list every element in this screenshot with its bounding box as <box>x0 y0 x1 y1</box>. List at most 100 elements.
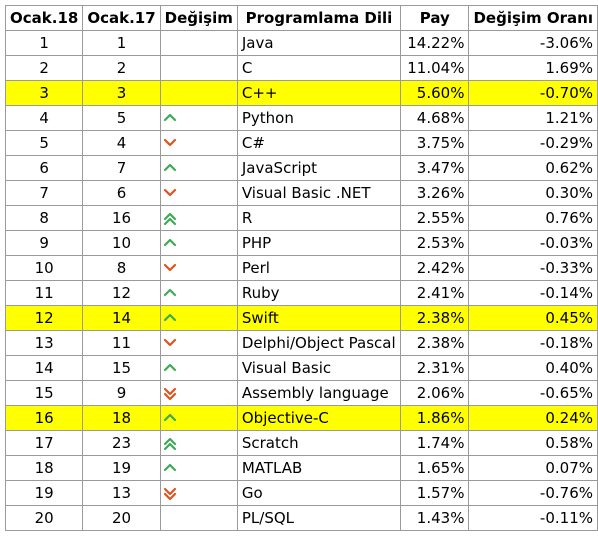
table-row: 6 7 JavaScript 3.47% 0.62% <box>4 155 598 181</box>
change-rate-cell: -0.65% <box>468 380 598 406</box>
change-cell <box>159 30 238 56</box>
rank-jan17-cell: 14 <box>82 305 161 331</box>
rank-jan18-cell: 11 <box>4 280 84 306</box>
table-row: 10 8 Perl 2.42% -0.33% <box>4 255 598 281</box>
table-row: 5 4 C# 3.75% -0.29% <box>4 130 598 156</box>
double-down-icon <box>163 487 177 501</box>
change-cell <box>159 330 238 356</box>
rank-jan18-cell: 1 <box>4 30 84 56</box>
rank-jan17-cell: 12 <box>82 280 161 306</box>
table-row: 17 23 Scratch 1.74% 0.58% <box>4 430 598 456</box>
language-cell: JavaScript <box>236 155 402 181</box>
language-ranking-table: Ocak.18 Ocak.17 Değişim Programlama Dili… <box>4 5 598 531</box>
language-cell: Ruby <box>236 280 402 306</box>
change-rate-cell: -0.14% <box>468 280 598 306</box>
double-down-icon <box>163 387 177 401</box>
change-cell <box>159 105 238 131</box>
change-rate-cell: 0.58% <box>468 430 598 456</box>
change-cell <box>159 255 238 281</box>
table-row: 9 10 PHP 2.53% -0.03% <box>4 230 598 256</box>
rank-jan17-cell: 15 <box>82 355 161 381</box>
change-cell <box>159 280 238 306</box>
change-rate-cell: -0.03% <box>468 230 598 256</box>
header-share: Pay <box>400 5 470 31</box>
rank-jan18-cell: 5 <box>4 130 84 156</box>
rank-jan17-cell: 8 <box>82 255 161 281</box>
share-cell: 2.41% <box>400 280 470 306</box>
rank-jan18-cell: 19 <box>4 480 84 506</box>
share-cell: 3.75% <box>400 130 470 156</box>
rank-jan17-cell: 16 <box>82 205 161 231</box>
language-cell: Delphi/Object Pascal <box>236 330 402 356</box>
change-rate-cell: -0.29% <box>468 130 598 156</box>
language-cell: Scratch <box>236 430 402 456</box>
rank-jan18-cell: 9 <box>4 230 84 256</box>
rank-jan18-cell: 7 <box>4 180 84 206</box>
share-cell: 1.74% <box>400 430 470 456</box>
header-jan17: Ocak.17 <box>82 5 161 31</box>
up-icon <box>163 462 177 476</box>
down-icon <box>163 262 177 276</box>
language-cell: Swift <box>236 305 402 331</box>
table-row: 2 2 C 11.04% 1.69% <box>4 55 598 81</box>
rank-jan17-cell: 1 <box>82 30 161 56</box>
share-cell: 2.06% <box>400 380 470 406</box>
table-row: 1 1 Java 14.22% -3.06% <box>4 30 598 56</box>
change-rate-cell: -0.11% <box>468 505 598 531</box>
share-cell: 4.68% <box>400 105 470 131</box>
rank-jan18-cell: 15 <box>4 380 84 406</box>
language-cell: Java <box>236 30 402 56</box>
share-cell: 1.43% <box>400 505 470 531</box>
language-cell: Visual Basic <box>236 355 402 381</box>
rank-jan17-cell: 10 <box>82 230 161 256</box>
language-cell: Visual Basic .NET <box>236 180 402 206</box>
table-row: 15 9 Assembly language 2.06% -0.65% <box>4 380 598 406</box>
up-icon <box>163 162 177 176</box>
change-cell <box>159 230 238 256</box>
rank-jan17-cell: 6 <box>82 180 161 206</box>
rank-jan18-cell: 16 <box>4 405 84 431</box>
share-cell: 1.65% <box>400 455 470 481</box>
change-rate-cell: 0.40% <box>468 355 598 381</box>
change-rate-cell: 1.69% <box>468 55 598 81</box>
up-icon <box>163 312 177 326</box>
table-row: 7 6 Visual Basic .NET 3.26% 0.30% <box>4 180 598 206</box>
change-rate-cell: -3.06% <box>468 30 598 56</box>
double-up-icon <box>163 437 177 451</box>
share-cell: 5.60% <box>400 80 470 106</box>
change-cell <box>159 480 238 506</box>
rank-jan18-cell: 8 <box>4 205 84 231</box>
header-row: Ocak.18 Ocak.17 Değişim Programlama Dili… <box>4 5 598 31</box>
change-rate-cell: 0.24% <box>468 405 598 431</box>
change-rate-cell: -0.76% <box>468 480 598 506</box>
rank-jan17-cell: 9 <box>82 380 161 406</box>
change-rate-cell: 0.07% <box>468 455 598 481</box>
rank-jan17-cell: 4 <box>82 130 161 156</box>
rank-jan18-cell: 18 <box>4 455 84 481</box>
language-cell: MATLAB <box>236 455 402 481</box>
table-row: 14 15 Visual Basic 2.31% 0.40% <box>4 355 598 381</box>
share-cell: 2.38% <box>400 330 470 356</box>
rank-jan17-cell: 20 <box>82 505 161 531</box>
rank-jan17-cell: 18 <box>82 405 161 431</box>
language-cell: PL/SQL <box>236 505 402 531</box>
double-up-icon <box>163 212 177 226</box>
up-icon <box>163 287 177 301</box>
table-row: 13 11 Delphi/Object Pascal 2.38% -0.18% <box>4 330 598 356</box>
share-cell: 2.55% <box>400 205 470 231</box>
change-cell <box>159 80 238 106</box>
down-icon <box>163 337 177 351</box>
ranking-table-container: Ocak.18 Ocak.17 Değişim Programlama Dili… <box>4 5 598 531</box>
language-cell: Go <box>236 480 402 506</box>
down-icon <box>163 187 177 201</box>
change-cell <box>159 430 238 456</box>
language-cell: C# <box>236 130 402 156</box>
share-cell: 3.47% <box>400 155 470 181</box>
change-rate-cell: -0.18% <box>468 330 598 356</box>
share-cell: 2.38% <box>400 305 470 331</box>
rank-jan18-cell: 20 <box>4 505 84 531</box>
up-icon <box>163 362 177 376</box>
change-cell <box>159 130 238 156</box>
rank-jan18-cell: 14 <box>4 355 84 381</box>
change-cell <box>159 405 238 431</box>
